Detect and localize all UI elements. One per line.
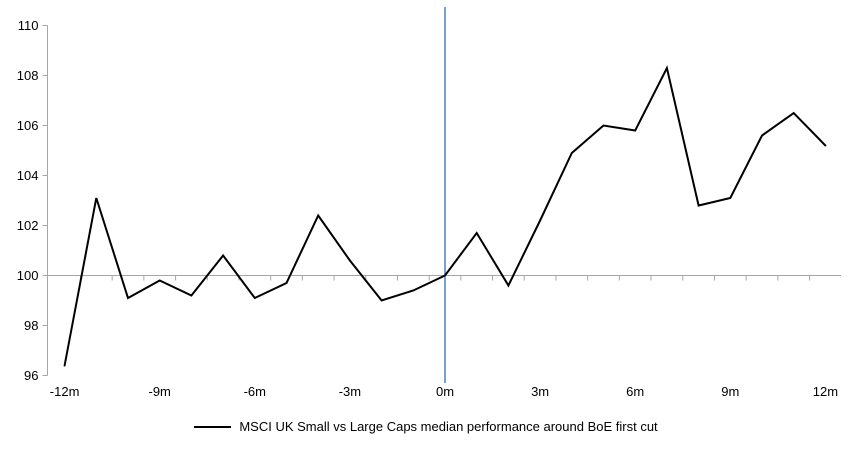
x-axis-tick-label: -9m	[149, 384, 171, 399]
y-axis-tick-label: 106	[17, 118, 39, 133]
x-axis-tick-label: 0m	[436, 384, 454, 399]
x-axis-tick-label: -6m	[244, 384, 266, 399]
x-axis-tick-label: -3m	[339, 384, 361, 399]
legend-line-swatch	[194, 425, 232, 428]
chart-legend: MSCI UK Small vs Large Caps median perfo…	[0, 419, 852, 434]
series-line	[63, 65, 827, 367]
x-axis-tick-label: 9m	[721, 384, 739, 399]
y-axis-tick-label: 98	[24, 318, 38, 333]
y-axis-tick-label: 96	[24, 368, 38, 383]
x-axis-tick-label: 6m	[626, 384, 644, 399]
x-axis-tick-label: 12m	[813, 384, 838, 399]
y-axis-tick-label: 102	[17, 218, 39, 233]
y-axis-tick-label: 108	[17, 68, 39, 83]
x-axis-tick-label: 3m	[531, 384, 549, 399]
y-axis-tick-label: 110	[18, 18, 39, 33]
x-axis-tick-label: -12m	[50, 384, 80, 399]
legend-label: MSCI UK Small vs Large Caps median perfo…	[239, 419, 658, 434]
y-axis-tick-label: 100	[17, 268, 39, 283]
y-axis-tick-label: 104	[17, 168, 39, 183]
